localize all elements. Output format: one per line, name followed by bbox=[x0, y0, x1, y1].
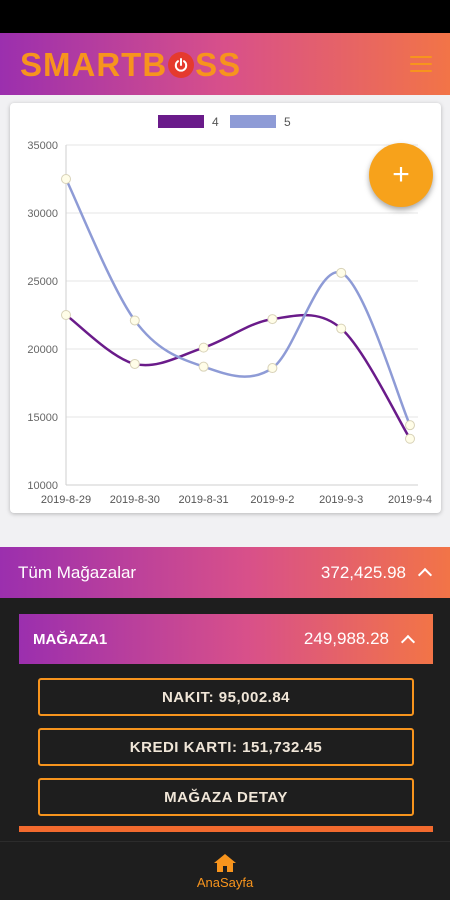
app-logo: SMARTB SS bbox=[20, 48, 241, 81]
chevron-up-icon bbox=[400, 634, 416, 649]
series-4-line bbox=[65, 313, 412, 440]
series-4-point bbox=[198, 342, 209, 353]
x-tick-label: 2019-8-29 bbox=[41, 494, 91, 506]
app-header: SMARTB SS bbox=[0, 33, 450, 95]
series-4-point bbox=[61, 310, 71, 320]
section-divider bbox=[19, 826, 433, 832]
series-4-point bbox=[336, 323, 347, 334]
store-detail-button[interactable]: MAĞAZA DETAY bbox=[38, 778, 414, 816]
all-stores-total: 372,425.98 bbox=[320, 562, 406, 582]
y-tick-label: 15000 bbox=[27, 412, 58, 424]
y-tick-label: 25000 bbox=[27, 276, 58, 288]
series-5-point bbox=[267, 363, 278, 374]
all-stores-label: Tüm Mağazalar bbox=[18, 562, 137, 582]
x-tick-label: 2019-9-4 bbox=[388, 494, 432, 506]
y-tick-label: 35000 bbox=[27, 140, 58, 152]
legend-label: 5 bbox=[284, 115, 291, 129]
store-row[interactable]: MAĞAZA1 249,988.28 bbox=[19, 614, 433, 664]
legend-label: 4 bbox=[212, 115, 219, 129]
chevron-up-icon bbox=[417, 567, 433, 583]
series-4-point bbox=[267, 314, 278, 325]
x-tick-label: 2019-9-3 bbox=[319, 494, 363, 506]
hamburger-menu-icon[interactable] bbox=[410, 56, 432, 72]
series-5-point bbox=[198, 361, 209, 372]
series-5-point bbox=[61, 174, 71, 184]
x-tick-label: 2019-8-30 bbox=[110, 494, 160, 506]
series-5-line bbox=[64, 178, 412, 426]
logo-text-right: SS bbox=[195, 45, 242, 83]
x-tick-label: 2019-9-2 bbox=[250, 494, 294, 506]
y-tick-label: 20000 bbox=[27, 344, 58, 356]
series-4-point bbox=[405, 433, 415, 444]
y-tick-label: 10000 bbox=[27, 480, 58, 492]
nav-home[interactable]: AnaSayfa bbox=[0, 841, 450, 900]
series-5-point bbox=[405, 420, 415, 431]
cash-button[interactable]: NAKIT: 95,002.84 bbox=[38, 678, 414, 716]
line-chart: 10000 15000 20000 25000 30000 35000 2019-8-29 2… bbox=[27, 115, 432, 506]
all-stores-row[interactable]: Tüm Mağazalar 372,425.98 bbox=[0, 547, 450, 598]
x-tick-label: 2019-8-31 bbox=[179, 494, 229, 506]
home-icon bbox=[214, 853, 236, 872]
store-panel: MAĞAZA1 249,988.28 NAKIT: 95,002.84 KRED… bbox=[0, 598, 450, 841]
series-4-point bbox=[129, 358, 140, 369]
power-icon bbox=[168, 52, 195, 78]
series-5-point bbox=[336, 267, 347, 278]
store-name: MAĞAZA1 bbox=[33, 630, 108, 648]
status-bar bbox=[0, 0, 450, 33]
logo-text-left: SMARTB bbox=[20, 45, 168, 83]
add-button[interactable]: + bbox=[369, 143, 433, 207]
series-5-point bbox=[129, 315, 140, 326]
store-total: 249,988.28 bbox=[303, 629, 389, 648]
legend-swatch bbox=[230, 115, 276, 128]
legend-swatch bbox=[158, 115, 204, 128]
nav-home-label: AnaSayfa bbox=[196, 874, 254, 890]
y-tick-label: 30000 bbox=[27, 208, 58, 220]
credit-card-button[interactable]: KREDI KARTI: 151,732.45 bbox=[38, 728, 414, 766]
plus-icon: + bbox=[392, 158, 410, 191]
